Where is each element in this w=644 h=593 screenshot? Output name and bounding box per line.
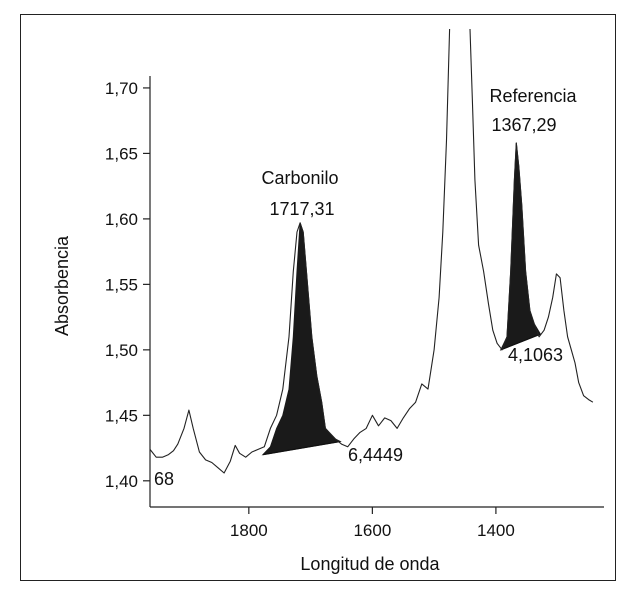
spectrum-line-1 xyxy=(149,28,451,474)
y-axis-title: Absorbencia xyxy=(52,235,72,336)
carbonilo-wavenumber: 1717,31 xyxy=(269,199,334,219)
y-tick-label: 1,55 xyxy=(105,275,138,294)
referencia-area: 4,1063 xyxy=(508,345,563,365)
y-tick-label: 1,50 xyxy=(105,341,138,360)
x-ticks: 1800 1600 1400 xyxy=(230,507,515,540)
peak-baseline xyxy=(500,333,541,351)
peak-baseline xyxy=(262,440,341,456)
left-edge-value: 68 xyxy=(154,469,174,489)
y-tick-label: 1,45 xyxy=(105,406,138,425)
shaded-peaks xyxy=(261,142,542,456)
x-axis-title: Longitud de onda xyxy=(300,554,440,574)
x-tick-label: 1800 xyxy=(230,521,268,540)
y-tick-label: 1,60 xyxy=(105,210,138,229)
spectrum-lines xyxy=(149,28,594,474)
y-tick-label: 1,70 xyxy=(105,79,138,98)
carbonilo-title: Carbonilo xyxy=(261,168,338,188)
y-ticks: 1,40 1,45 1,50 1,55 1,60 1,65 1,70 xyxy=(105,79,150,491)
axes: 1,40 1,45 1,50 1,55 1,60 1,65 1,70 1800 1600 140… xyxy=(105,76,604,540)
carbonilo-area: 6,4449 xyxy=(348,445,403,465)
spectrum-line-2 xyxy=(469,28,594,403)
x-tick-label: 1400 xyxy=(477,521,515,540)
referencia-wavenumber: 1367,29 xyxy=(491,115,556,135)
y-tick-label: 1,65 xyxy=(105,144,138,163)
reference-peak-area xyxy=(499,142,542,351)
referencia-title: Referencia xyxy=(489,86,577,106)
figure-frame xyxy=(20,14,616,581)
y-tick-label: 1,40 xyxy=(105,472,138,491)
x-tick-label: 1600 xyxy=(353,521,391,540)
